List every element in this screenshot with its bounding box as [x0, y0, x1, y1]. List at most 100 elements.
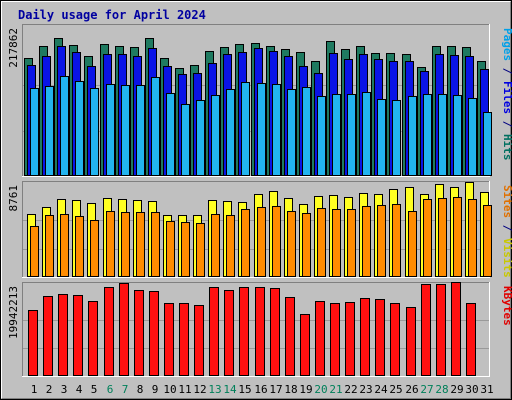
bar-sites-day-25 [392, 204, 401, 277]
bar-kbytes-day-22 [345, 302, 355, 376]
bar-kbytes-day-16 [255, 287, 265, 376]
bar-kbytes-day-7 [119, 283, 129, 376]
bar-pages-day-20 [317, 96, 326, 176]
bar-kbytes-day-23 [360, 298, 370, 376]
bar-pages-day-26 [408, 96, 417, 176]
series-pages [30, 76, 492, 176]
bar-pages-day-27 [423, 94, 432, 176]
day-label: 13 [208, 383, 221, 396]
bar-sites-day-4 [75, 216, 84, 277]
bar-kbytes-day-17 [270, 288, 280, 376]
legend-part: / [501, 218, 512, 238]
bar-sites-day-11 [181, 222, 190, 277]
bar-pages-day-9 [151, 77, 160, 176]
bar-pages-day-14 [226, 89, 235, 176]
bar-kbytes-day-5 [88, 301, 98, 376]
bar-pages-day-24 [377, 99, 386, 176]
series-kbytes [28, 282, 476, 376]
bar-sites-day-17 [272, 206, 281, 277]
bar-sites-day-20 [317, 208, 326, 277]
day-label: 12 [193, 383, 206, 396]
day-label: 18 [284, 383, 297, 396]
bar-sites-day-22 [347, 209, 356, 277]
legend-part: Visits [501, 238, 512, 278]
bar-pages-day-6 [106, 84, 115, 176]
bar-kbytes-day-13 [209, 287, 219, 376]
bar-sites-day-29 [453, 197, 462, 277]
bar-kbytes-day-27 [421, 284, 431, 376]
bar-pages-day-25 [392, 100, 401, 176]
bar-kbytes-day-2 [43, 296, 53, 376]
bar-sites-day-2 [45, 215, 54, 277]
legend-part: Pages [501, 28, 512, 61]
day-label: 4 [76, 383, 83, 396]
legend-part: / [501, 61, 512, 81]
bar-sites-day-3 [60, 214, 69, 277]
bar-pages-day-31 [483, 112, 492, 176]
bar-sites-day-27 [423, 199, 432, 277]
bar-pages-day-11 [181, 104, 190, 176]
bar-sites-day-6 [106, 211, 115, 277]
bar-kbytes-day-21 [330, 303, 340, 376]
bar-kbytes-day-26 [406, 307, 416, 376]
day-label: 14 [223, 383, 237, 396]
bar-pages-day-21 [332, 94, 341, 176]
day-label: 27 [420, 383, 433, 396]
bar-pages-day-29 [453, 95, 462, 176]
bar-sites-day-12 [196, 223, 205, 277]
day-label: 5 [91, 383, 98, 396]
y-axis-legend: KBytes [501, 286, 512, 326]
y-axis-legend: Sites / Visits [501, 185, 512, 278]
day-label: 21 [329, 383, 342, 396]
bar-pages-day-4 [75, 81, 84, 176]
bar-kbytes-day-8 [134, 290, 144, 376]
day-label: 19 [299, 383, 312, 396]
bar-sites-day-5 [90, 220, 99, 277]
bar-kbytes-day-9 [149, 291, 159, 376]
y-axis-legend: Pages / Files / Hits [501, 28, 512, 161]
legend-part: KBytes [501, 286, 512, 326]
day-label: 2 [46, 383, 53, 396]
bar-kbytes-day-6 [104, 287, 114, 376]
bar-sites-day-16 [257, 207, 266, 277]
y-max-label: 8761 [7, 185, 20, 212]
legend-part: Hits [501, 134, 512, 161]
day-label: 23 [359, 383, 372, 396]
bar-pages-day-13 [211, 95, 220, 176]
day-label: 6 [107, 383, 114, 396]
bar-pages-day-17 [272, 84, 281, 176]
day-label: 15 [238, 383, 251, 396]
bar-kbytes-day-10 [164, 303, 174, 376]
bar-pages-day-3 [60, 76, 69, 176]
day-label: 29 [450, 383, 463, 396]
bar-sites-day-7 [121, 212, 130, 277]
bar-kbytes-day-14 [224, 290, 234, 376]
x-axis-labels: 1 2 3 4 5 6 7 8 9 10 11 12 13 14 15 16 17 18 19 20 21 22 23 24 2… [31, 383, 494, 396]
bar-sites-day-8 [136, 212, 145, 277]
bar-kbytes-day-11 [179, 303, 189, 376]
bar-sites-day-24 [377, 205, 386, 277]
bar-sites-day-18 [287, 211, 296, 277]
day-label: 24 [374, 383, 388, 396]
legend-part: Sites [501, 185, 512, 218]
legend-part: Files [501, 81, 512, 114]
day-label: 30 [465, 383, 478, 396]
bar-pages-day-7 [121, 85, 130, 176]
bar-pages-day-2 [45, 86, 54, 176]
day-label: 1 [31, 383, 38, 396]
bar-sites-day-19 [302, 213, 311, 277]
bar-sites-day-14 [226, 215, 235, 277]
bar-kbytes-day-19 [300, 314, 310, 376]
bar-kbytes-day-25 [390, 303, 400, 376]
day-label: 9 [152, 383, 159, 396]
day-label: 20 [314, 383, 327, 396]
bar-sites-day-28 [438, 198, 447, 277]
legend-part: / [501, 114, 512, 134]
bar-kbytes-day-28 [436, 284, 446, 376]
chart-title: Daily usage for April 2024 [18, 8, 206, 22]
y-max-label: 217862 [7, 28, 20, 68]
bar-kbytes-day-29 [451, 282, 461, 376]
day-label: 16 [254, 383, 267, 396]
day-label: 11 [178, 383, 191, 396]
